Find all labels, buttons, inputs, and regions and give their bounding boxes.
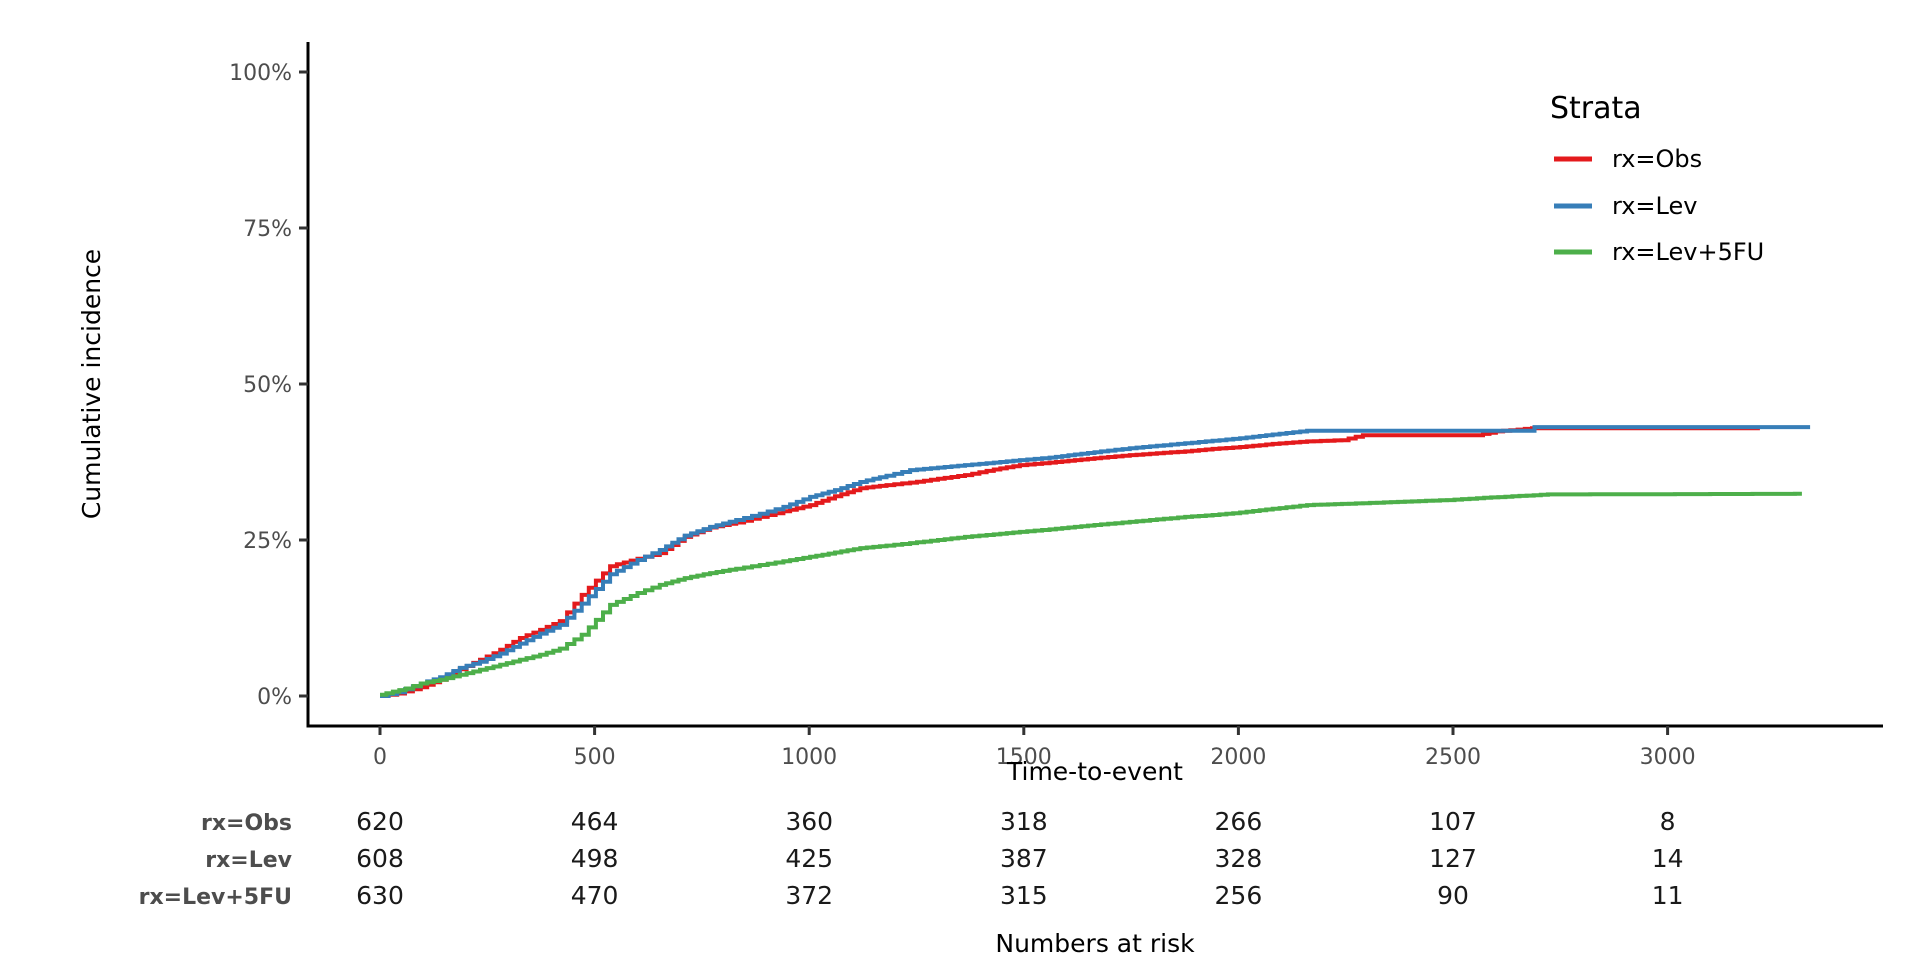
x-axis-title: Time-to-event (1006, 757, 1183, 786)
y-tick-label: 100% (229, 61, 292, 86)
risk-count: 620 (356, 807, 404, 836)
risk-count: 107 (1429, 807, 1477, 836)
series-line-rx-lev (380, 425, 1811, 698)
y-axis-ticks: 0% 25% 50% 75% 100% (229, 61, 308, 710)
x-tick-label: 0 (373, 745, 387, 770)
risk-count: 630 (356, 881, 404, 910)
risk-count: 608 (356, 844, 404, 873)
y-tick-label: 0% (257, 685, 292, 710)
risk-table-row: rx=Lev+5FU 630 470 372 315 256 90 11 (139, 881, 1684, 910)
risk-count: 498 (571, 844, 619, 873)
legend-item: rx=Lev+5FU (1554, 238, 1764, 266)
risk-count: 360 (785, 807, 833, 836)
risk-row-label: rx=Lev+5FU (139, 885, 292, 910)
series-line-rx-lev-5fu (380, 491, 1802, 697)
legend: Strata rx=Obs rx=Lev rx=Lev+5FU (1550, 91, 1764, 266)
risk-table: rx=Obs 620 464 360 318 266 107 8 rx=Lev 608 498 425… (139, 807, 1684, 910)
risk-count: 14 (1652, 844, 1684, 873)
risk-count: 266 (1215, 807, 1263, 836)
risk-count: 318 (1000, 807, 1048, 836)
risk-table-row: rx=Lev 608 498 425 387 328 127 14 (205, 844, 1683, 873)
risk-table-row: rx=Obs 620 464 360 318 266 107 8 (201, 807, 1676, 836)
legend-items: rx=Obs rx=Lev rx=Lev+5FU (1554, 145, 1764, 266)
x-tick-label: 3000 (1640, 745, 1696, 770)
risk-count: 470 (571, 881, 619, 910)
y-tick-label: 25% (243, 529, 292, 554)
legend-item-label: rx=Obs (1612, 145, 1702, 173)
legend-item: rx=Obs (1554, 145, 1702, 173)
y-tick-label: 50% (243, 373, 292, 398)
risk-table-caption: Numbers at risk (995, 929, 1195, 958)
x-tick-label: 2500 (1425, 745, 1481, 770)
x-tick-label: 2000 (1210, 745, 1266, 770)
legend-title: Strata (1550, 91, 1642, 126)
risk-count: 328 (1215, 844, 1263, 873)
risk-count: 372 (785, 881, 833, 910)
y-axis-title: Cumulative incidence (77, 249, 106, 519)
x-tick-label: 1500 (996, 745, 1052, 770)
legend-item-label: rx=Lev+5FU (1612, 238, 1764, 266)
x-tick-label: 500 (574, 745, 616, 770)
risk-row-label: rx=Obs (201, 811, 292, 836)
x-tick-label: 1000 (781, 745, 837, 770)
risk-count: 315 (1000, 881, 1048, 910)
legend-item: rx=Lev (1554, 192, 1697, 220)
risk-count: 90 (1437, 881, 1469, 910)
risk-count: 464 (571, 807, 619, 836)
legend-item-label: rx=Lev (1612, 192, 1697, 220)
risk-count: 8 (1660, 807, 1676, 836)
risk-count: 425 (785, 844, 833, 873)
risk-count: 387 (1000, 844, 1048, 873)
risk-count: 256 (1215, 881, 1263, 910)
risk-count: 127 (1429, 844, 1477, 873)
risk-count: 11 (1652, 881, 1684, 910)
y-tick-label: 75% (243, 217, 292, 242)
series-line-rx-obs (380, 426, 1760, 698)
risk-row-label: rx=Lev (205, 848, 292, 873)
x-axis-ticks: 0 500 1000 1500 2000 2500 3000 (373, 726, 1696, 770)
series-lines (380, 425, 1811, 698)
